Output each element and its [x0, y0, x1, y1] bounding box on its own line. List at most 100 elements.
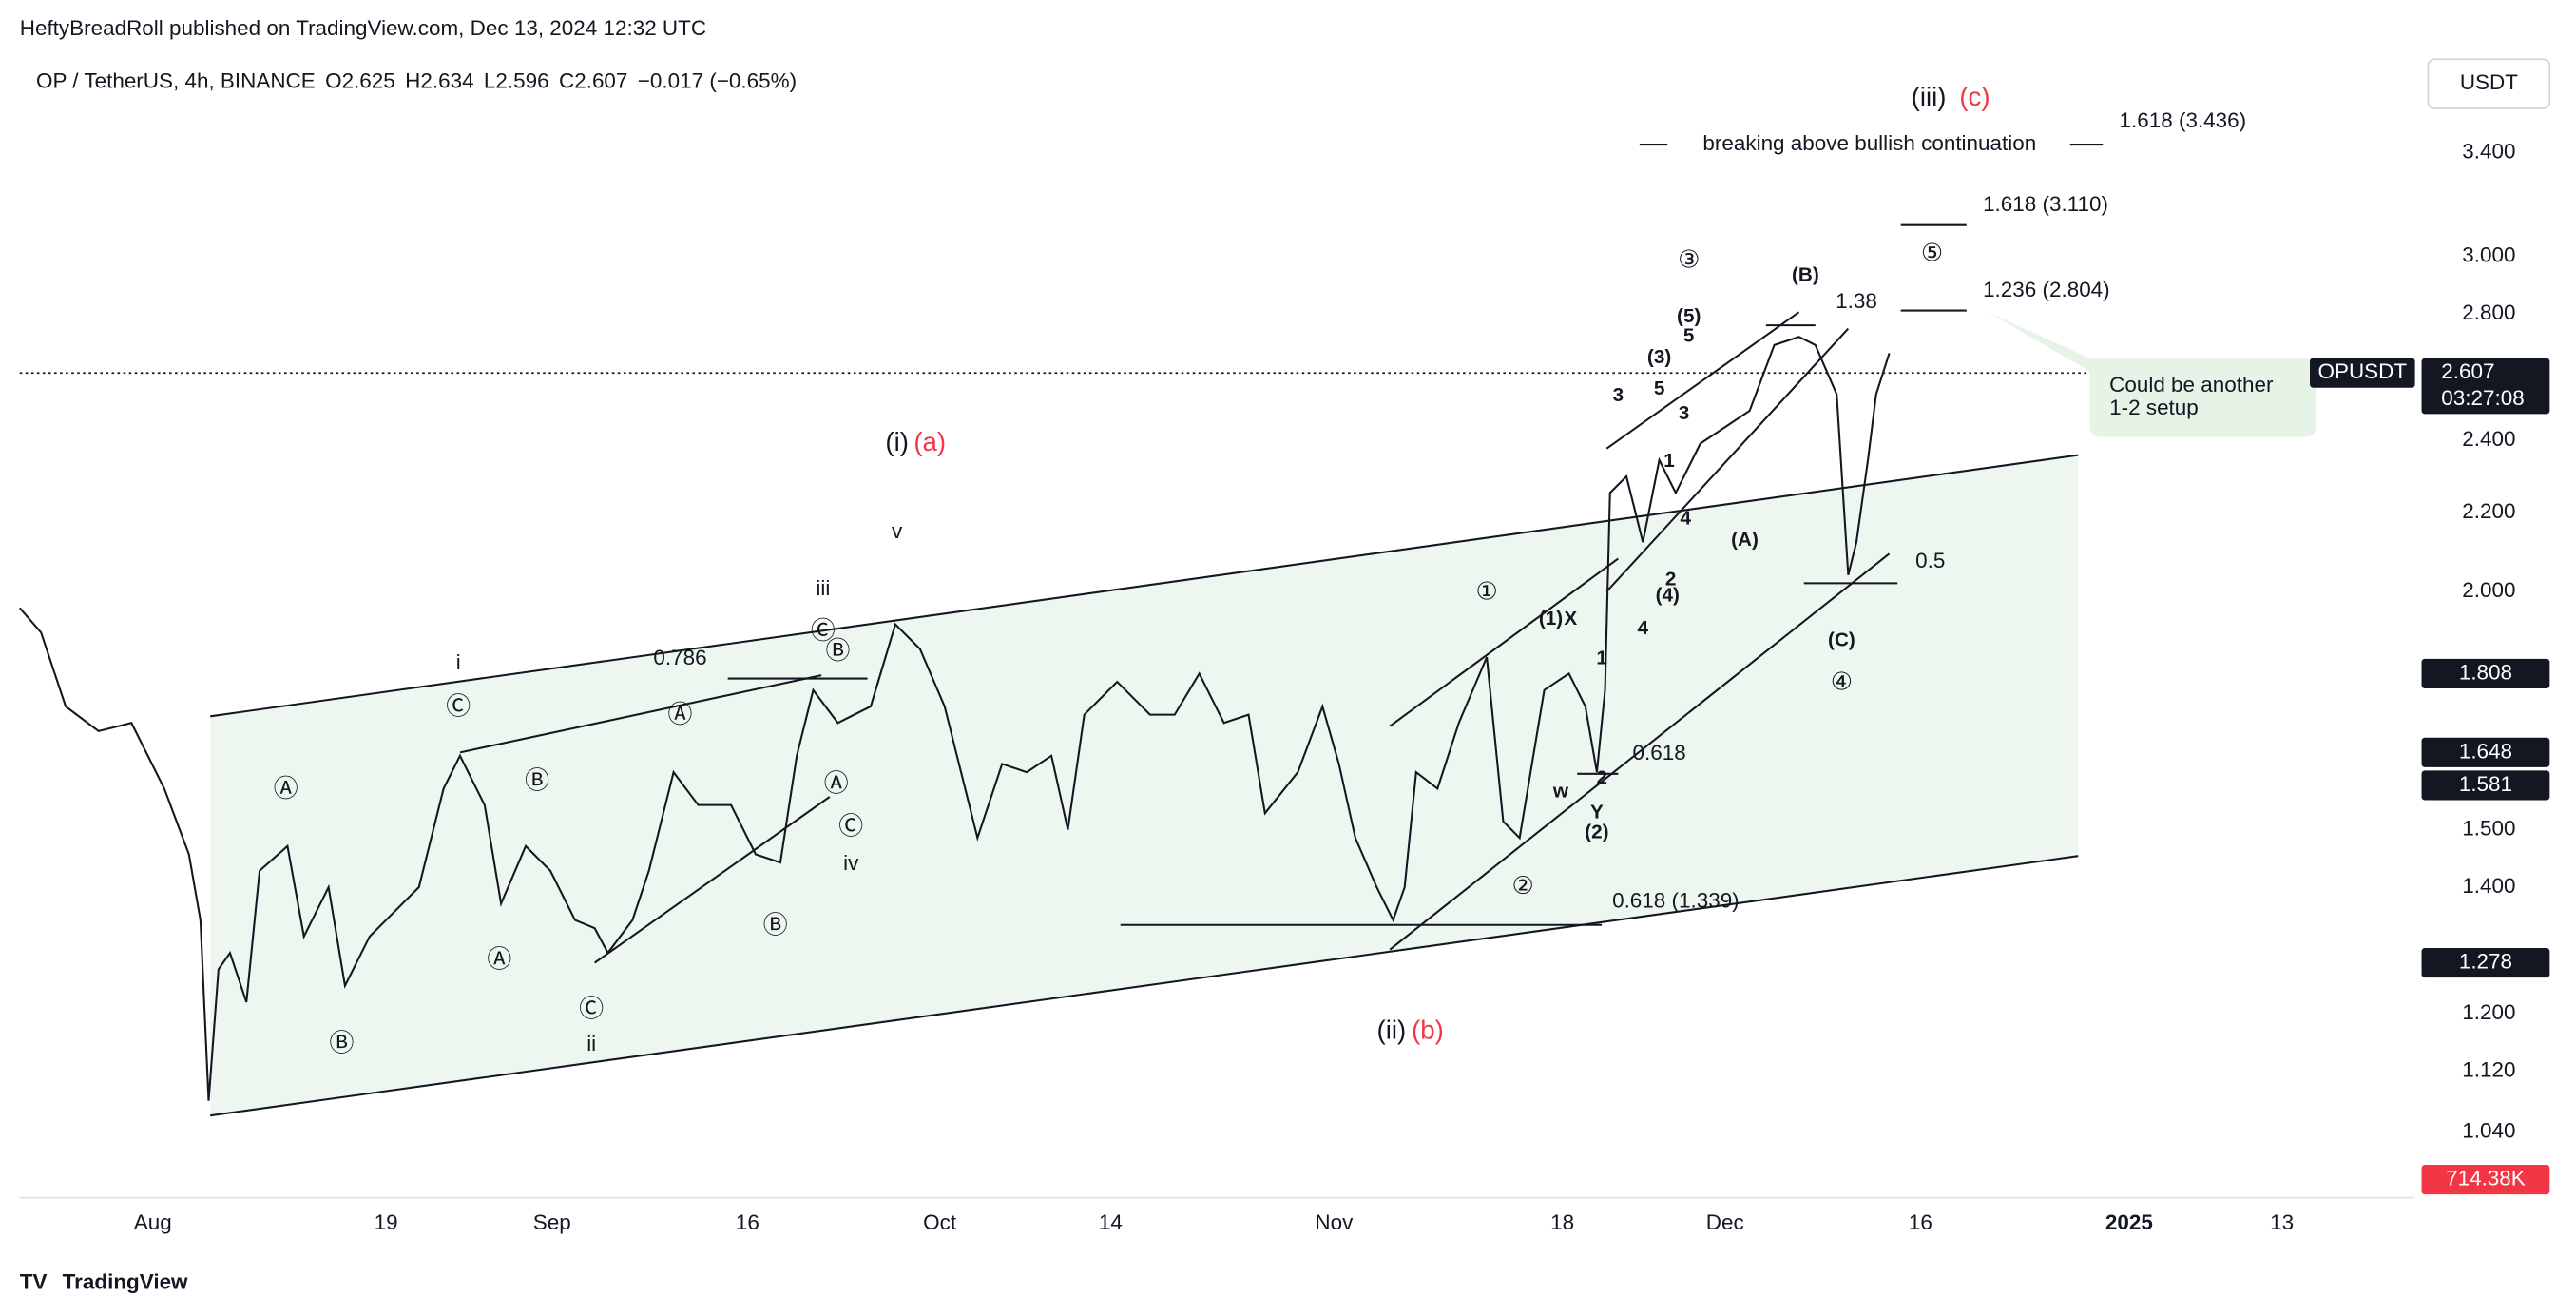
time-label: Nov — [1315, 1210, 1354, 1234]
change: −0.017 (−0.65%) — [638, 68, 797, 92]
annotation: 0.5 — [1915, 549, 1945, 572]
annotation: Ⓒ — [838, 813, 863, 841]
price-label: 1.120 — [2462, 1057, 2515, 1081]
annotation: Y — [1590, 802, 1604, 823]
volume-label: 714.38K — [2446, 1167, 2526, 1190]
annotation: Ⓐ — [668, 701, 693, 728]
annotation: 2 — [1596, 766, 1607, 788]
channel-fill — [210, 455, 2079, 1116]
annotation: ② — [1512, 873, 1534, 900]
level-label: 1.648 — [2459, 739, 2512, 763]
time-label: 14 — [1099, 1210, 1123, 1234]
annotation: Ⓒ — [579, 995, 604, 1022]
time-label: 16 — [1909, 1210, 1932, 1234]
annotation: Ⓐ — [487, 946, 511, 974]
annotation: 3 — [1613, 384, 1624, 406]
time-label: Sep — [533, 1210, 571, 1234]
annotation: 0.618 (1.339) — [1612, 889, 1740, 913]
level-label: 1.581 — [2459, 772, 2512, 796]
annotation: ④ — [1831, 669, 1853, 696]
annotation: i — [456, 650, 461, 674]
price-label: 1.400 — [2462, 874, 2515, 898]
annotation: 1 — [1663, 450, 1675, 472]
brand: TradingView — [63, 1269, 188, 1293]
level-badge — [2421, 947, 2550, 978]
annotation: Ⓒ — [811, 617, 836, 645]
byline: HeftyBreadRoll published on TradingView.… — [20, 16, 706, 40]
annotation: (3) — [1647, 346, 1671, 368]
time-label: 2025 — [2105, 1210, 2153, 1234]
callout-box — [2089, 358, 2316, 437]
symbol: OP / TetherUS, 4h, BINANCE — [36, 68, 316, 92]
drawings — [210, 144, 2104, 1117]
annotation: 5 — [1683, 325, 1695, 347]
annotation: 1.236 (2.804) — [1983, 278, 2110, 301]
annotation: 1 — [1596, 647, 1607, 668]
annotation: (C) — [1828, 629, 1855, 650]
annotation: 4 — [1680, 507, 1691, 529]
price-label: 2.400 — [2462, 427, 2515, 451]
annotation: 1.38 — [1836, 289, 1877, 313]
annotation: (ii) — [1377, 1015, 1407, 1044]
annotation: (c) — [1959, 82, 1990, 111]
annotation: (i) — [885, 427, 909, 456]
price-label: 1.200 — [2462, 1000, 2515, 1024]
annotation: iv — [843, 851, 859, 875]
time-label: 19 — [375, 1210, 398, 1234]
annotation: ii — [586, 1032, 596, 1055]
annotation: (A) — [1731, 529, 1759, 551]
annotation: (b) — [1412, 1015, 1444, 1044]
annotation: 3 — [1679, 402, 1690, 424]
price-path — [18, 336, 1891, 1101]
annotation: 1.618 (3.436) — [2120, 108, 2247, 132]
annotation: ⑤ — [1921, 241, 1943, 267]
annotation: Ⓐ — [274, 775, 298, 803]
time-label: 18 — [1550, 1210, 1574, 1234]
annotation: (a) — [913, 427, 946, 456]
time-label: 13 — [2270, 1210, 2294, 1234]
annotation: breaking above bullish continuation — [1702, 131, 2036, 155]
level-label: 1.808 — [2459, 660, 2512, 684]
annotation: Ⓒ — [446, 693, 471, 721]
annotation: v — [892, 519, 903, 543]
annotation: Could be another — [2109, 373, 2274, 397]
level-badge — [2421, 658, 2550, 688]
annotation: (B) — [1792, 264, 1819, 286]
price-label: 2.800 — [2462, 300, 2515, 324]
level-badge — [2421, 737, 2550, 767]
annotation: Ⓑ — [763, 911, 788, 939]
time-label: Oct — [923, 1210, 957, 1234]
annotation: Ⓑ — [330, 1030, 355, 1057]
annotation: (5) — [1677, 305, 1701, 327]
high: H2.634 — [405, 68, 473, 92]
price-label: 2.200 — [2462, 499, 2515, 523]
price-label: 1.500 — [2462, 816, 2515, 840]
annotation: Ⓑ — [825, 637, 850, 665]
annotation: Ⓐ — [824, 770, 849, 798]
symbol-badge — [2310, 358, 2415, 388]
symbol-label: OPUSDT — [2318, 359, 2408, 383]
annotation: (2) — [1585, 821, 1608, 842]
annotation: 1.618 (3.110) — [1983, 192, 2108, 216]
annotation: iii — [816, 576, 830, 600]
price-label: 1.040 — [2462, 1118, 2515, 1142]
price-label: 3.000 — [2462, 242, 2515, 266]
annotation: (4) — [1656, 585, 1680, 607]
annotation: 5 — [1654, 377, 1665, 399]
time-label: 16 — [736, 1210, 759, 1234]
annotation: ① — [1476, 579, 1498, 606]
annotation: 4 — [1638, 617, 1649, 639]
annotation: X — [1564, 608, 1577, 629]
low: L2.596 — [484, 68, 549, 92]
annotation: (iii) — [1912, 82, 1947, 111]
logo: TV — [20, 1269, 48, 1293]
price-label: 2.000 — [2462, 578, 2515, 602]
annotation: 0.618 — [1632, 741, 1685, 764]
price-label: 3.400 — [2462, 140, 2515, 164]
volume-badge — [2421, 1165, 2550, 1195]
currency[interactable]: USDT — [2460, 70, 2518, 94]
currency-button[interactable] — [2427, 58, 2551, 109]
close: C2.607 — [559, 68, 627, 92]
